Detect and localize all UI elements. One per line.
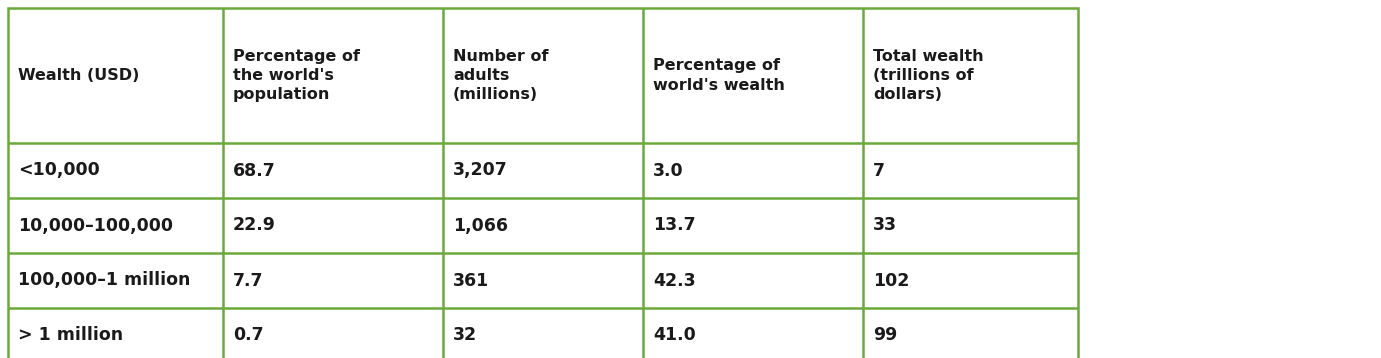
Text: 41.0: 41.0 xyxy=(653,326,696,344)
Text: 10,000–100,000: 10,000–100,000 xyxy=(18,217,173,234)
Text: 22.9: 22.9 xyxy=(233,217,276,234)
Text: 3,207: 3,207 xyxy=(453,161,508,179)
Text: Total wealth
(trillions of
dollars): Total wealth (trillions of dollars) xyxy=(873,49,983,102)
Text: 102: 102 xyxy=(873,271,909,290)
Text: 32: 32 xyxy=(453,326,476,344)
Text: 42.3: 42.3 xyxy=(653,271,696,290)
Text: Percentage of
the world's
population: Percentage of the world's population xyxy=(233,49,360,102)
Text: 100,000–1 million: 100,000–1 million xyxy=(18,271,191,290)
Text: 7.7: 7.7 xyxy=(233,271,264,290)
Text: <10,000: <10,000 xyxy=(18,161,99,179)
Text: 13.7: 13.7 xyxy=(653,217,696,234)
Text: 33: 33 xyxy=(873,217,898,234)
Text: Number of
adults
(millions): Number of adults (millions) xyxy=(453,49,548,102)
Text: > 1 million: > 1 million xyxy=(18,326,123,344)
Text: 68.7: 68.7 xyxy=(233,161,276,179)
Text: 1,066: 1,066 xyxy=(453,217,508,234)
Text: 361: 361 xyxy=(453,271,489,290)
Text: 0.7: 0.7 xyxy=(233,326,264,344)
Text: 99: 99 xyxy=(873,326,898,344)
Text: Wealth (USD): Wealth (USD) xyxy=(18,68,139,83)
Text: Percentage of
world's wealth: Percentage of world's wealth xyxy=(653,58,784,93)
Bar xyxy=(8,8,1079,358)
Text: 7: 7 xyxy=(873,161,885,179)
Text: 3.0: 3.0 xyxy=(653,161,684,179)
